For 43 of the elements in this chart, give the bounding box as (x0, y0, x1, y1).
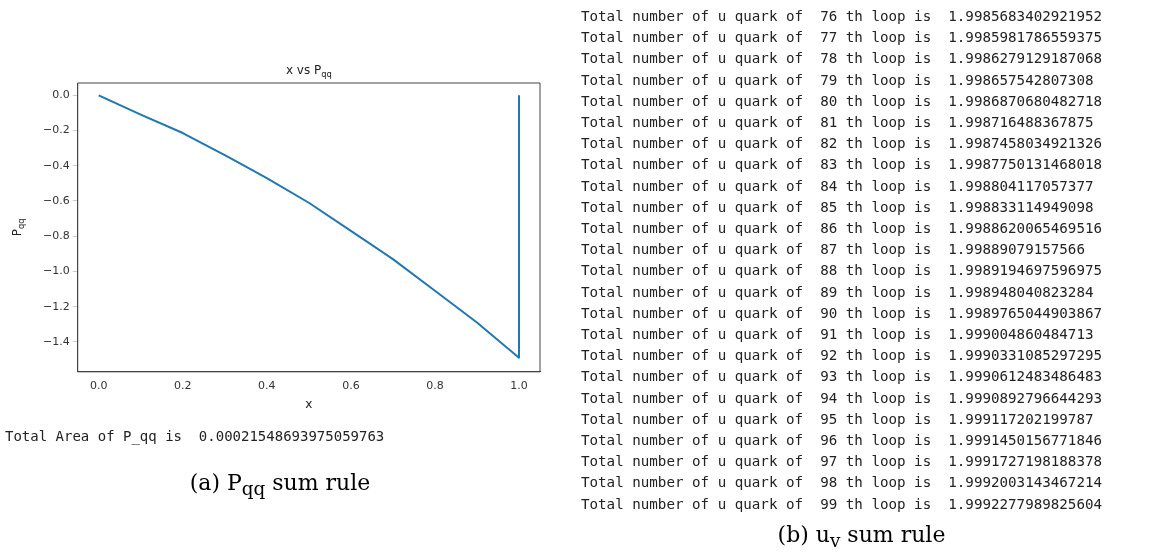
x-tick-label: 0.8 (426, 379, 444, 393)
text: Total number of u quark of 95 th loop is 1.999117202199787 (581, 410, 1094, 427)
text: Total number of u quark of 78 th loop is 1.9986279129187068 (581, 50, 1103, 67)
text: Total number of u quark of 79 th loop is 1.998657542807308 (581, 71, 1094, 88)
x-tick-label: 0.6 (342, 379, 360, 393)
text: Total number of u quark of 93 th loop is 1.9990612483486483 (581, 368, 1103, 385)
x-tick-label: 0.2 (174, 379, 192, 393)
y-tick-label: −0.4 (42, 158, 70, 172)
y-tick-label: 0.0 (52, 88, 70, 102)
text: Total number of u quark of 88 th loop is 1.9989194697596975 (581, 262, 1103, 279)
text: (a) P$_{qq}$ sum rule (188, 470, 372, 500)
text: Total number of u quark of 91 th loop is 1.999004860484713 (581, 326, 1094, 342)
text: Total number of u quark of 99 th loop is 1.9992277989825604 (581, 495, 1103, 512)
y-tick-label: −1.4 (42, 334, 70, 348)
text: Total number of u quark of 85 th loop is 1.998833114949098 (581, 198, 1094, 215)
text: Total number of u quark of 80 th loop is 1.9986870680482718 (581, 92, 1103, 109)
x-tick-label: 0.4 (258, 379, 276, 393)
y-tick-label: −0.8 (42, 229, 70, 243)
text: Total number of u quark of 90 th loop is 1.9989765044903867 (581, 304, 1103, 321)
text: Total number of u quark of 84 th loop is 1.998804117057377 (581, 177, 1094, 194)
text: Total number of u quark of 83 th loop is 1.9987750131468018 (581, 156, 1103, 173)
y-tick-label: −0.2 (42, 123, 70, 137)
text: Total number of u quark of 97 th loop is 1.9991727198188378 (581, 453, 1103, 470)
x-tick-label: 0.0 (89, 379, 108, 393)
text: Total number of u quark of 96 th loop is 1.9991450156771846 (581, 432, 1103, 448)
text: Total Area of P_qq is 0.00021548693975059763 (5, 428, 385, 444)
text: Total number of u quark of 94 th loop is 1.9990892796644293 (581, 389, 1103, 406)
text: Total number of u quark of 77 th loop is 1.9985981786559375 (581, 29, 1103, 46)
y-axis-title: Pqq (9, 218, 27, 237)
text: Total number of u quark of 87 th loop is 1.99889079157566 (581, 241, 1085, 258)
y-tick-label: −0.6 (42, 193, 70, 207)
text: (b) u$_{v}$ sum rule (776, 522, 947, 552)
y-tick-label: −1.0 (42, 264, 70, 278)
x-axis-title: x (305, 396, 313, 411)
x-tick-label: 1.0 (510, 379, 528, 393)
text: Total number of u quark of 82 th loop is 1.9987458034921326 (581, 135, 1103, 152)
text: Total number of u quark of 81 th loop is 1.998716488367875 (581, 114, 1094, 130)
text: Total number of u quark of 86 th loop is 1.9988620065469516 (581, 220, 1103, 236)
text: Total number of u quark of 98 th loop is 1.9992003143467214 (581, 474, 1103, 491)
text: Total number of u quark of 76 th loop is 1.9985683402921952 (581, 8, 1103, 24)
text: Total number of u quark of 89 th loop is 1.998948040823284 (581, 283, 1094, 300)
y-tick-label: −1.2 (42, 299, 70, 313)
text: Total number of u quark of 92 th loop is 1.9990331085297295 (581, 347, 1103, 364)
